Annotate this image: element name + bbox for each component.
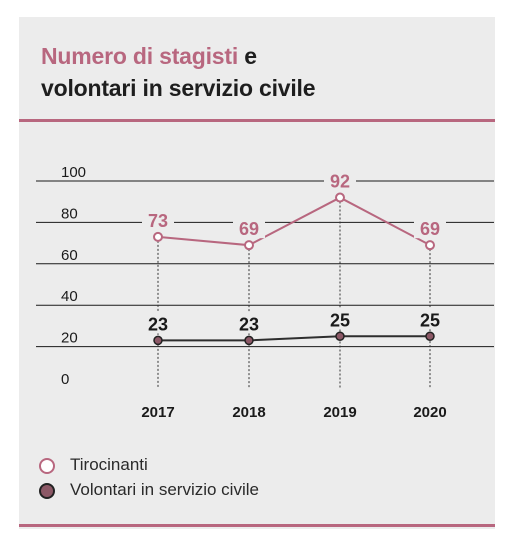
title-accent: Numero di stagisti	[41, 43, 239, 69]
data-label-bg	[233, 311, 265, 334]
y-tick-label: 100	[61, 164, 86, 181]
data-label-volontari: 25	[330, 310, 350, 330]
data-label-bg	[324, 168, 356, 191]
y-tick-label: 40	[61, 288, 78, 305]
data-label-tirocinanti: 92	[330, 172, 350, 192]
data-point-tirocinanti	[244, 240, 254, 251]
chart-panel	[19, 17, 495, 529]
series-line-tirocinanti	[157, 196, 431, 247]
data-point-volontari	[244, 335, 254, 346]
chart-title: Numero di stagisti e volontari in servizi…	[41, 40, 316, 104]
y-tick-label: 80	[61, 205, 78, 222]
data-label-tirocinanti: 69	[420, 219, 440, 239]
data-label-volontari: 23	[239, 314, 259, 334]
data-label-bg	[414, 307, 446, 330]
data-label-volontari: 25	[420, 310, 440, 330]
title-line2: volontari in servizio civile	[41, 75, 316, 101]
x-tick-label: 2017	[141, 404, 174, 421]
x-tick-label: 2019	[323, 404, 356, 421]
data-point-volontari	[153, 335, 163, 346]
data-label-bg	[142, 311, 174, 334]
title-rest: e	[238, 43, 257, 69]
y-tick-label: 20	[61, 330, 78, 347]
data-point-tirocinanti	[425, 240, 435, 251]
top-rule	[19, 119, 495, 122]
data-point-tirocinanti	[335, 192, 345, 203]
y-tick-label: 0	[61, 371, 69, 388]
legend-marker-filled	[39, 483, 55, 499]
data-label-bg	[414, 216, 446, 239]
bottom-rule	[19, 524, 495, 527]
x-tick-label: 2018	[232, 404, 265, 421]
data-label-volontari: 23	[148, 314, 168, 334]
data-label-tirocinanti: 69	[239, 219, 259, 239]
data-label-bg	[233, 216, 265, 239]
data-label-tirocinanti: 73	[148, 211, 168, 231]
series-line-volontari	[158, 335, 430, 342]
data-point-volontari	[425, 331, 435, 341]
data-label-bg	[142, 207, 174, 230]
y-tick-label: 60	[61, 247, 78, 264]
legend-marker-hollow	[39, 458, 55, 474]
legend-label: Volontari in servizio civile	[70, 480, 259, 499]
data-label-bg	[324, 307, 356, 330]
legend-label: Tirocinanti	[70, 455, 148, 474]
data-point-volontari	[335, 331, 345, 341]
data-point-tirocinanti	[153, 231, 163, 242]
x-tick-label: 2020	[413, 404, 446, 421]
